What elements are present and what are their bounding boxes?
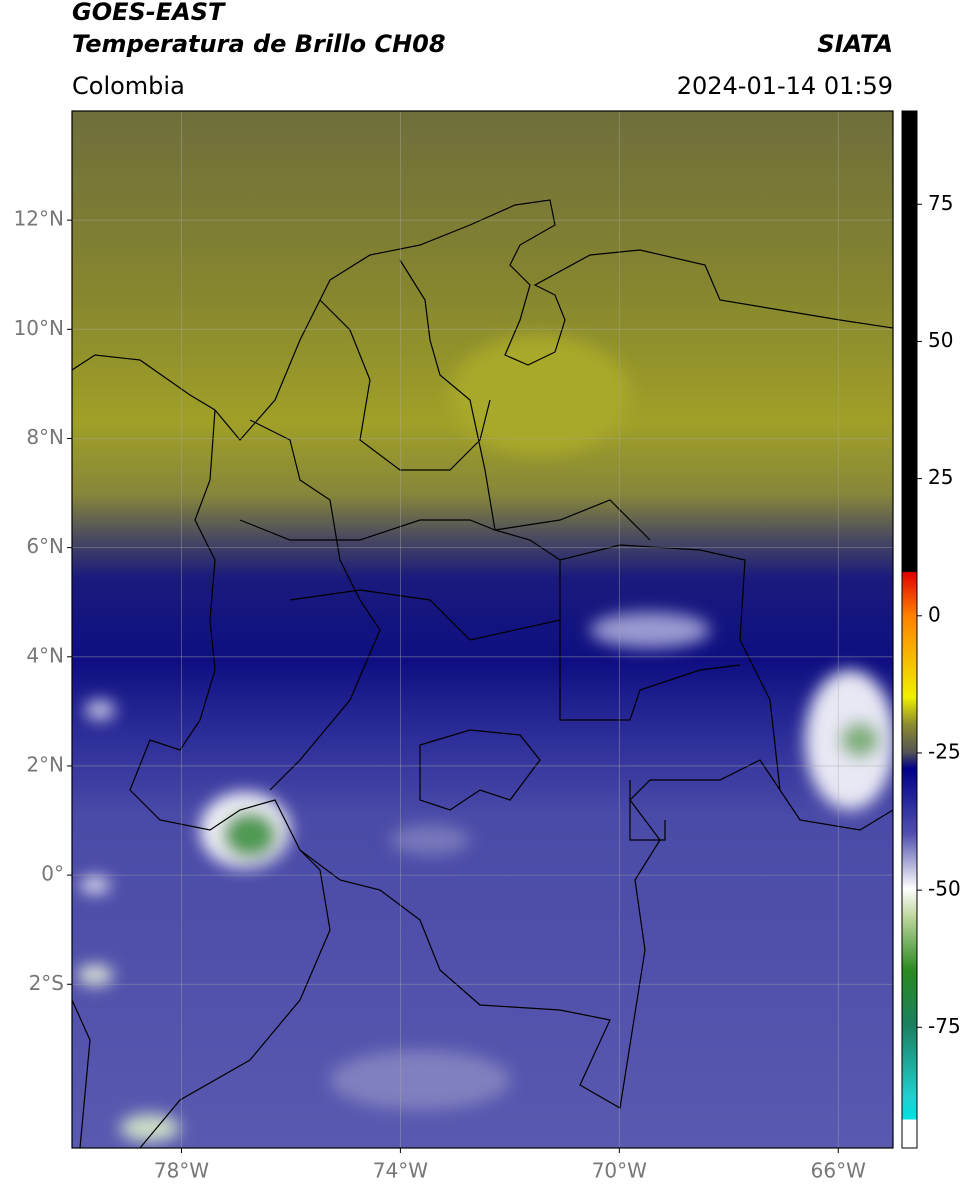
colorbar-tick-label: 75	[928, 191, 953, 215]
region: Colombia	[72, 72, 185, 100]
colorbar	[901, 110, 918, 1149]
source: SIATA	[817, 30, 893, 58]
y-tick-label: 0°	[41, 862, 64, 886]
title: GOES-EAST	[72, 0, 226, 26]
datetime: 2024-01-14 01:59	[677, 72, 893, 100]
y-tick-label: 8°N	[26, 425, 64, 449]
x-tick-label: 66°W	[811, 1159, 866, 1183]
x-tick-label: 78°W	[154, 1159, 209, 1183]
y-tick-label: 10°N	[14, 316, 64, 340]
y-tick-label: 12°N	[14, 207, 64, 231]
colorbar-tick-label: -25	[928, 739, 961, 763]
x-tick-label: 74°W	[373, 1159, 428, 1183]
y-tick-label: 2°S	[29, 971, 64, 995]
y-tick-label: 6°N	[26, 534, 64, 558]
subtitle: Temperatura de Brillo CH08	[72, 30, 446, 58]
colorbar-tick-label: 25	[928, 465, 953, 489]
colorbar-tick-label: 0	[928, 602, 941, 626]
colorbar-tick-label: -75	[928, 1014, 961, 1038]
x-tick-label: 70°W	[592, 1159, 647, 1183]
borders	[72, 199, 893, 1148]
y-tick-label: 4°N	[26, 643, 64, 667]
colorbar-tick-label: 50	[928, 328, 953, 352]
gridlines	[72, 111, 893, 1148]
map-background	[72, 111, 893, 1148]
colorbar-tick-label: -50	[928, 877, 961, 901]
y-tick-label: 2°N	[26, 752, 64, 776]
map-frame	[71, 110, 894, 1149]
clouds	[77, 335, 893, 1142]
map-image	[72, 111, 893, 1148]
